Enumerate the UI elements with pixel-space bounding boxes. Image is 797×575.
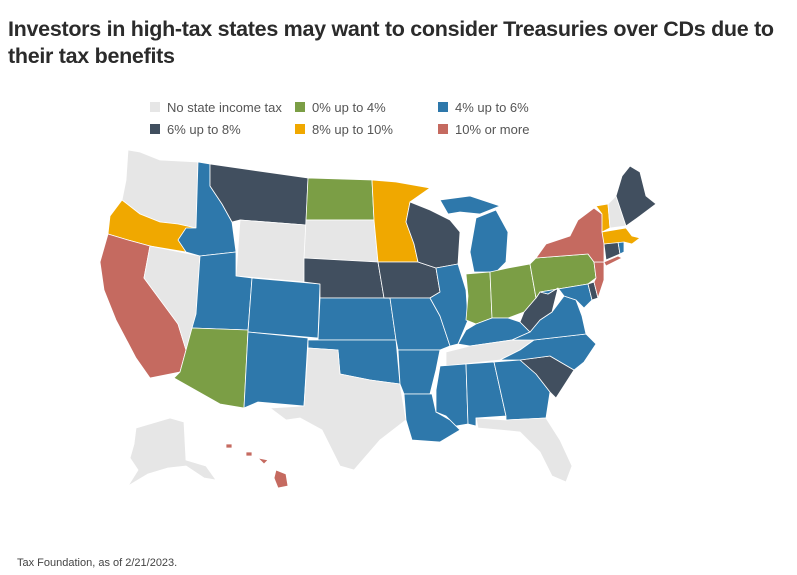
state-ny-li — [603, 255, 623, 267]
state-ia — [377, 261, 441, 299]
state-hi-3 — [257, 457, 269, 465]
state-vt — [595, 203, 611, 233]
state-hi-4 — [273, 469, 289, 489]
state-la — [403, 393, 461, 443]
legend-swatch — [150, 102, 160, 112]
state-ks — [317, 297, 397, 341]
legend-item-6-8: 6% up to 8% — [150, 122, 295, 137]
legend-swatch — [295, 124, 305, 134]
state-in — [465, 271, 493, 325]
legend-swatch — [438, 102, 448, 112]
legend-item-0-4: 0% up to 4% — [295, 100, 438, 115]
source-note: Tax Foundation, as of 2/21/2023. — [17, 557, 178, 569]
state-fl — [475, 417, 573, 483]
state-ar — [397, 349, 441, 395]
legend-item-10-plus: 10% or more — [438, 122, 548, 137]
state-wy — [235, 219, 307, 283]
legend-swatch — [438, 124, 448, 134]
state-tx — [269, 347, 407, 471]
state-me — [615, 165, 657, 227]
legend-item-4-6: 4% up to 6% — [438, 100, 548, 115]
state-ny — [535, 207, 605, 263]
state-or — [107, 199, 197, 253]
legend-item-no-tax: No state income tax — [150, 100, 295, 115]
state-nc — [499, 333, 597, 371]
state-nd — [305, 177, 375, 221]
legend-swatch — [150, 124, 160, 134]
legend-item-8-10: 8% up to 10% — [295, 122, 438, 137]
state-il — [429, 263, 469, 347]
state-hi-2 — [245, 451, 253, 457]
state-sd — [303, 219, 379, 263]
state-mi-up — [439, 195, 501, 215]
state-hi-1 — [225, 443, 233, 449]
state-nm — [243, 331, 309, 409]
chart-title: Investors in high-tax states may want to… — [8, 17, 774, 68]
legend: No state income tax 0% up to 4% 4% up to… — [150, 96, 550, 140]
legend-swatch — [295, 102, 305, 112]
state-co — [247, 277, 321, 339]
state-ma — [601, 227, 641, 245]
state-mi — [469, 209, 509, 273]
state-ak — [127, 417, 217, 487]
